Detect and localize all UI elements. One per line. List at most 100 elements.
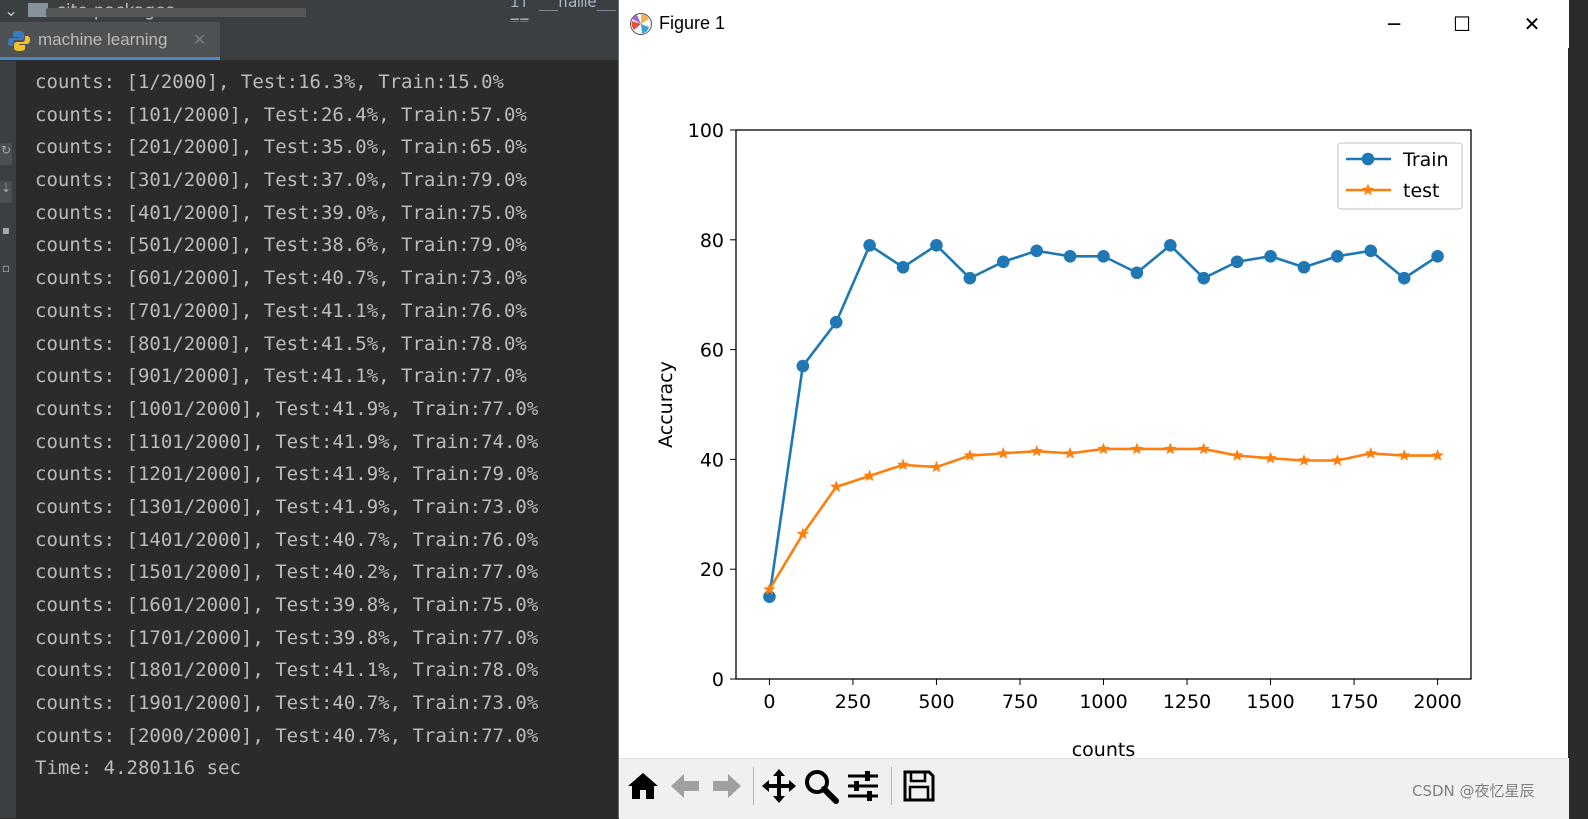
- toolbar-separator: [891, 767, 892, 805]
- console-line: counts: [1901/2000], Test:40.7%, Train:7…: [35, 692, 539, 715]
- test-point: [896, 458, 910, 471]
- x-tick-label: 750: [1002, 691, 1038, 713]
- save-button[interactable]: [899, 765, 939, 807]
- test-point: [1398, 449, 1411, 461]
- legend-marker: [1361, 183, 1375, 196]
- console-line: counts: [1201/2000], Test:41.9%, Train:7…: [35, 463, 539, 486]
- console-line: counts: [1601/2000], Test:39.8%, Train:7…: [35, 594, 539, 616]
- y-tick-label: 100: [688, 120, 724, 142]
- configure-subplots-button[interactable]: [843, 765, 883, 807]
- editor-code-snippet: if __name__ == '__main__':: [510, 0, 616, 22]
- train-point: [1097, 249, 1110, 263]
- chevron-down-icon[interactable]: ⌄: [4, 1, 19, 21]
- y-tick-label: 80: [700, 230, 724, 252]
- train-point: [829, 315, 843, 329]
- test-point: [1164, 442, 1177, 455]
- window-titlebar[interactable]: Figure 1 ─ ☐ ✕: [619, 0, 1569, 48]
- maximize-icon: ☐: [1453, 12, 1471, 36]
- close-icon: ✕: [1523, 12, 1541, 36]
- train-point: [796, 359, 810, 373]
- x-tick-label: 1750: [1330, 691, 1378, 713]
- test-point: [1130, 442, 1144, 455]
- console-line: counts: [1401/2000], Test:40.7%, Train:7…: [35, 528, 539, 551]
- zoom-button[interactable]: [801, 765, 841, 807]
- pin-icon[interactable]: ▪: [1, 223, 11, 237]
- legend-label: test: [1403, 180, 1440, 202]
- test-point: [1030, 444, 1043, 457]
- console-line: counts: [1801/2000], Test:41.1%, Train:7…: [35, 659, 539, 682]
- y-tick-label: 60: [700, 340, 724, 362]
- y-tick-label: 20: [700, 559, 724, 581]
- rerun-icon[interactable]: ↻: [0, 143, 12, 165]
- window-title: Figure 1: [659, 13, 726, 33]
- test-point: [1231, 449, 1244, 461]
- folder-icon: [27, 3, 48, 17]
- scroll-down-icon[interactable]: ⇣: [0, 181, 12, 203]
- console-line: counts: [401/2000], Test:39.0%, Train:75…: [35, 201, 527, 224]
- home-icon: [628, 773, 658, 799]
- minimize-button[interactable]: ─: [1359, 0, 1429, 48]
- pan-button[interactable]: [759, 765, 799, 807]
- project-tree-strip: ⌄ site-packages if __name__ == '__main__…: [0, 0, 618, 22]
- x-tick-label: 250: [835, 691, 871, 713]
- console-line: counts: [901/2000], Test:41.1%, Train:77…: [35, 365, 527, 388]
- console-line: counts: [301/2000], Test:37.0%, Train:79…: [35, 169, 527, 192]
- train-point: [1264, 249, 1277, 263]
- close-button[interactable]: ✕: [1497, 0, 1567, 48]
- train-point: [1030, 244, 1043, 258]
- x-tick-label: 0: [763, 691, 775, 713]
- maximize-button[interactable]: ☐: [1427, 0, 1497, 48]
- console-line: counts: [1101/2000], Test:41.9%, Train:7…: [35, 430, 539, 453]
- x-tick-label: 1500: [1246, 691, 1294, 713]
- test-point: [1431, 449, 1444, 461]
- home-button[interactable]: [623, 765, 663, 807]
- test-point: [763, 583, 776, 595]
- run-tab[interactable]: machine learning ✕: [0, 22, 220, 60]
- y-tick-label: 0: [712, 669, 724, 691]
- save-icon: [903, 770, 935, 802]
- x-tick-label: 2000: [1413, 691, 1461, 713]
- zoom-icon: [805, 770, 839, 804]
- train-point: [1063, 249, 1077, 263]
- console-line: counts: [1501/2000], Test:40.2%, Train:7…: [35, 561, 539, 584]
- train-point: [1130, 266, 1144, 280]
- test-point: [796, 527, 809, 540]
- x-tick-label: 1000: [1079, 691, 1127, 713]
- test-point: [1197, 442, 1210, 455]
- console-line: counts: [101/2000], Test:26.4%, Train:57…: [35, 103, 527, 126]
- test-point: [1331, 454, 1344, 466]
- ide-panel: ⌄ site-packages if __name__ == '__main__…: [0, 0, 618, 818]
- matplotlib-icon: [630, 13, 652, 35]
- configure-subplots-icon: [848, 771, 878, 801]
- x-tick-label: 1250: [1163, 691, 1211, 713]
- test-point: [1264, 451, 1277, 464]
- train-point: [1230, 255, 1244, 269]
- print-icon[interactable]: ▫: [1, 261, 11, 275]
- train-point: [896, 260, 910, 274]
- train-point: [863, 238, 876, 252]
- console-line: counts: [2000/2000], Test:40.7%, Train:7…: [35, 724, 539, 747]
- console-line: counts: [801/2000], Test:41.5%, Train:78…: [35, 332, 527, 355]
- watermark: CSDN @夜忆星辰: [1412, 782, 1535, 800]
- pan-icon: [762, 769, 796, 803]
- forward-icon: [713, 774, 741, 798]
- horizontal-scrollbar[interactable]: [46, 8, 306, 17]
- console-line: counts: [1301/2000], Test:41.9%, Train:7…: [35, 495, 539, 518]
- test-point: [930, 460, 943, 473]
- train-point: [1331, 249, 1344, 263]
- x-axis-label: counts: [1072, 739, 1136, 758]
- plot-canvas[interactable]: 0 250 500 750 1000 1250 1500 1750 2000 0 20 40 60 80 1…: [619, 60, 1569, 758]
- x-tick-label: 500: [918, 691, 954, 713]
- minimize-icon: ─: [1387, 12, 1401, 36]
- close-tab-icon[interactable]: ✕: [193, 30, 207, 49]
- console-line: counts: [501/2000], Test:38.6%, Train:79…: [35, 234, 527, 257]
- test-point: [830, 480, 843, 493]
- train-point: [930, 238, 943, 252]
- forward-button[interactable]: [707, 765, 747, 807]
- console-line: Time: 4.280116 sec: [35, 757, 241, 780]
- train-point: [963, 271, 977, 285]
- back-button[interactable]: [665, 765, 705, 807]
- python-icon: [8, 31, 30, 51]
- console-line: counts: [601/2000], Test:40.7%, Train:73…: [35, 267, 527, 290]
- legend-label: Train: [1402, 149, 1449, 171]
